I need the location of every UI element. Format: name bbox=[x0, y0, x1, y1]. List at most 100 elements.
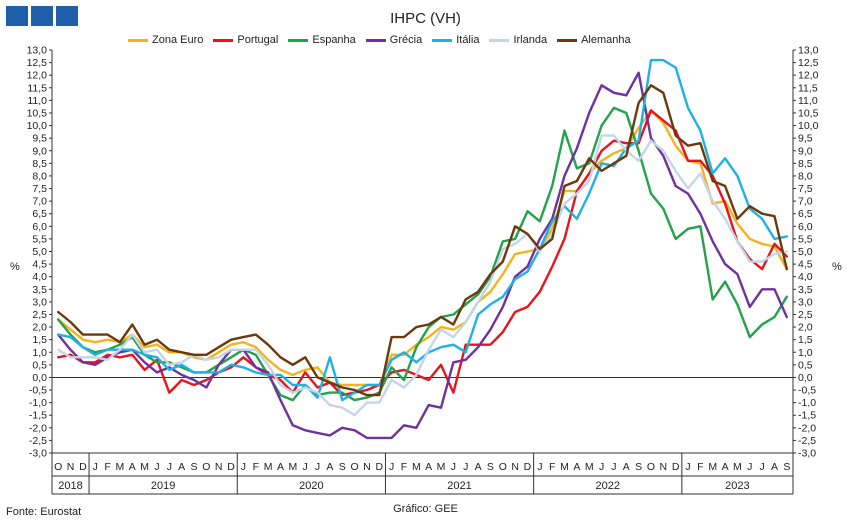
y-tick-label-right: 7,0 bbox=[798, 196, 813, 208]
y-tick-label-left: 2,0 bbox=[32, 322, 47, 334]
x-tick-label-month: M bbox=[708, 461, 717, 473]
y-tick-label-left: 13,0 bbox=[27, 45, 48, 57]
y-tick-label-right: 3,0 bbox=[798, 296, 813, 308]
x-tick-label-month: A bbox=[623, 461, 630, 473]
series-line-gr-cia bbox=[57, 71, 788, 440]
x-tick-label-month: J bbox=[154, 461, 159, 473]
legend-label: Alemanha bbox=[581, 34, 631, 46]
y-tick-label-left: 0,0 bbox=[32, 372, 47, 384]
x-tick-label-month: O bbox=[350, 461, 358, 473]
y-tick-label-left: 4,0 bbox=[32, 271, 47, 283]
x-tick-label-month: A bbox=[129, 461, 136, 473]
chart-legend: Zona Euro Portugal Espanha Grécia Itália Irla… bbox=[128, 34, 641, 46]
x-tick-label-month: J bbox=[611, 461, 616, 473]
x-tick-label-month: D bbox=[524, 461, 532, 473]
x-tick-label-year: 2019 bbox=[151, 480, 175, 492]
x-tick-label-month: F bbox=[549, 461, 555, 473]
source-note: Fonte: Eurostat bbox=[6, 506, 82, 518]
legend-label: Espanha bbox=[312, 34, 356, 46]
y-tick-label-left: -2,5 bbox=[29, 435, 47, 447]
y-tick-label-left: 1,0 bbox=[32, 347, 47, 359]
y-tick-label-right: 10,5 bbox=[798, 107, 819, 119]
y-tick-label-right: -2,5 bbox=[798, 435, 816, 447]
x-tick-label-month: A bbox=[771, 461, 778, 473]
x-tick-label-month: O bbox=[499, 461, 507, 473]
y-tick-label-right: 12,0 bbox=[798, 70, 819, 82]
x-tick-label-month: J bbox=[241, 461, 246, 473]
y-tick-label-right: 1,0 bbox=[798, 347, 813, 359]
y-tick-label-right: -1,5 bbox=[798, 410, 816, 422]
legend-label: Itália bbox=[456, 34, 480, 46]
y-tick-label-left: 11,5 bbox=[27, 82, 47, 94]
x-tick-label-month: F bbox=[401, 461, 407, 473]
x-tick-label-year: 2018 bbox=[58, 480, 82, 492]
legend-item: Grécia bbox=[365, 34, 422, 46]
y-tick-label-left: 6,0 bbox=[32, 221, 47, 233]
logo-block-2 bbox=[31, 6, 53, 26]
x-tick-label-month: A bbox=[178, 461, 185, 473]
x-tick-label-month: S bbox=[783, 461, 790, 473]
y-tick-label-right: -0,5 bbox=[798, 385, 816, 397]
x-tick-label-month: J bbox=[537, 461, 542, 473]
legend-item: Zona Euro bbox=[128, 34, 203, 46]
x-tick-label-month: A bbox=[326, 461, 333, 473]
y-tick-label-left: 12,0 bbox=[27, 70, 48, 82]
x-tick-label-month: N bbox=[660, 461, 668, 473]
y-tick-label-right: 1,5 bbox=[798, 334, 813, 346]
x-tick-label-month: J bbox=[747, 461, 752, 473]
y-tick-label-left: 1,5 bbox=[32, 334, 47, 346]
y-tick-label-right: 8,0 bbox=[798, 170, 813, 182]
legend-swatch bbox=[557, 38, 578, 42]
y-tick-label-right: -3,0 bbox=[798, 448, 816, 460]
legend-swatch bbox=[288, 38, 309, 42]
legend-item: Portugal bbox=[213, 34, 278, 46]
x-tick-label-month: D bbox=[79, 461, 87, 473]
y-tick-label-right: 0,5 bbox=[798, 359, 813, 371]
y-tick-label-right: 6,0 bbox=[798, 221, 813, 233]
x-tick-label-month: F bbox=[253, 461, 259, 473]
y-tick-label-right: 3,5 bbox=[798, 284, 813, 296]
y-tick-label-left: 9,0 bbox=[32, 145, 47, 157]
x-tick-label-month: J bbox=[315, 461, 320, 473]
legend-swatch bbox=[365, 38, 386, 42]
y-tick-label-right: 5,5 bbox=[798, 233, 813, 245]
y-tick-label-left: 5,5 bbox=[32, 233, 47, 245]
y-tick-label-right: 4,5 bbox=[798, 259, 813, 271]
x-tick-label-year: 2021 bbox=[447, 480, 471, 492]
y-tick-label-right: 6,5 bbox=[798, 208, 813, 220]
legend-label: Irlanda bbox=[513, 34, 548, 46]
x-tick-label-year: 2023 bbox=[725, 480, 749, 492]
x-tick-label-month: A bbox=[425, 461, 432, 473]
x-tick-label-month: F bbox=[697, 461, 703, 473]
y-tick-label-left: 3,5 bbox=[32, 284, 47, 296]
x-tick-label-month: M bbox=[116, 461, 125, 473]
y-tick-label-left: 2,5 bbox=[32, 309, 47, 321]
y-tick-label-right: 7,5 bbox=[798, 183, 813, 195]
x-tick-label-month: J bbox=[167, 461, 172, 473]
x-tick-label-month: D bbox=[375, 461, 383, 473]
y-tick-label-left: 4,5 bbox=[32, 259, 47, 271]
x-tick-label-month: A bbox=[277, 461, 284, 473]
x-tick-label-month: S bbox=[339, 461, 346, 473]
y-tick-label-left: 11,0 bbox=[27, 95, 47, 107]
y-tick-label-right: 9,0 bbox=[798, 145, 813, 157]
x-tick-label-month: M bbox=[585, 461, 594, 473]
legend-swatch bbox=[489, 38, 510, 42]
y-tick-label-left: 0,5 bbox=[32, 359, 47, 371]
x-tick-label-month: M bbox=[560, 461, 569, 473]
y-tick-label-left: 10,5 bbox=[27, 107, 48, 119]
legend-item: Itália bbox=[432, 34, 479, 46]
legend-swatch bbox=[213, 38, 234, 42]
x-tick-label-month: J bbox=[685, 461, 690, 473]
logo-block-1 bbox=[6, 6, 28, 26]
x-tick-label-month: O bbox=[647, 461, 655, 473]
y-tick-label-right: 9,5 bbox=[798, 133, 813, 145]
x-tick-label-month: S bbox=[487, 461, 494, 473]
x-tick-label-month: J bbox=[599, 461, 604, 473]
x-tick-label-year: 2020 bbox=[299, 480, 323, 492]
x-tick-label-month: O bbox=[202, 461, 210, 473]
y-tick-label-left: -0,5 bbox=[29, 385, 47, 397]
y-tick-label-left: 7,0 bbox=[32, 196, 47, 208]
y-axis-label-left: % bbox=[10, 261, 20, 273]
